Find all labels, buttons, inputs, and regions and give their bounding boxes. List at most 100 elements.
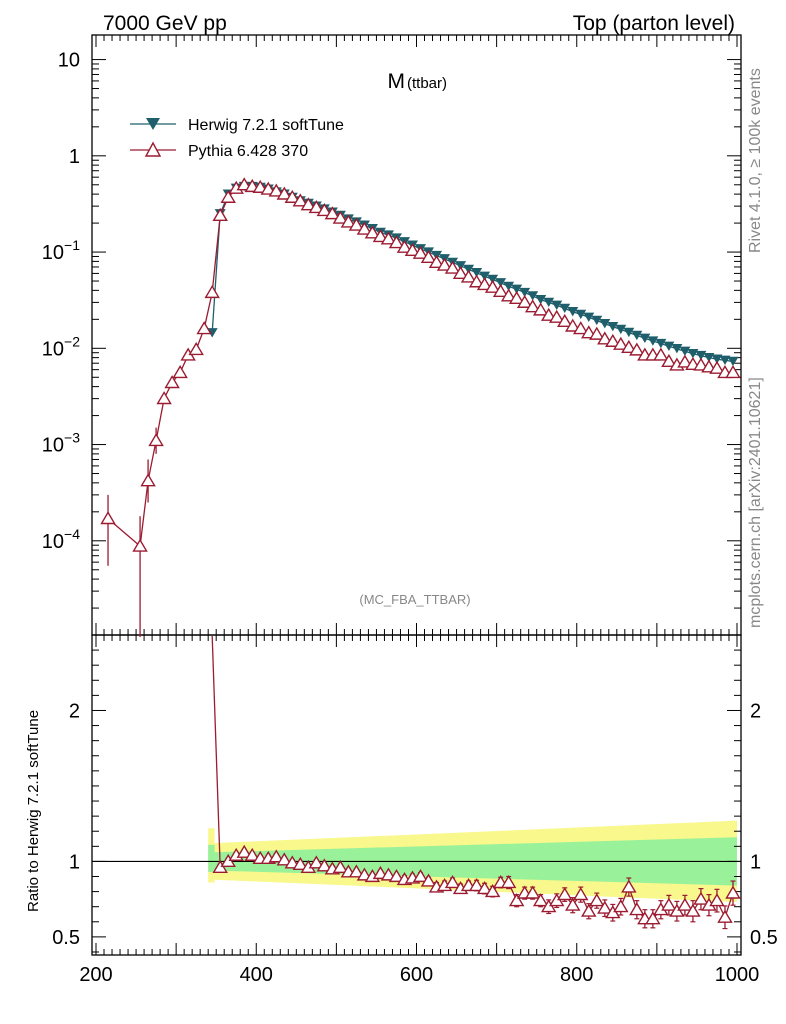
rivet-label: Rivet 4.1.0, ≥ 100k events: [747, 68, 764, 253]
ratio-pythia-point: [645, 911, 661, 925]
pythia-point: [132, 538, 148, 552]
herwig-point: [495, 278, 507, 288]
pythia-point: [404, 242, 421, 256]
pythia-point: [677, 354, 693, 368]
herwig-point: [719, 355, 731, 366]
herwig-point: [623, 327, 635, 338]
pythia-point: [444, 260, 461, 274]
ratio-pythia-point: [268, 849, 285, 863]
ratio-pythia-point: [581, 903, 597, 917]
herwig-point: [455, 261, 467, 271]
herwig-point: [671, 344, 683, 354]
herwig-point: [511, 284, 523, 295]
pythia-point: [420, 249, 437, 263]
ratio-pythia-point: [316, 858, 333, 872]
pythia-point: [661, 353, 677, 368]
ratio-pythia-point: [476, 881, 493, 895]
pythia-point: [613, 336, 629, 350]
pythia-point: [629, 342, 645, 356]
ratio-y-axis-label: Ratio to Herwig 7.2.1 softTune: [25, 710, 42, 912]
main-y-tick-label: 1: [69, 146, 80, 168]
axis-ticks: [92, 35, 741, 955]
pythia-point: [100, 511, 116, 525]
x-tick-label: 800: [560, 964, 593, 986]
herwig-point: [575, 309, 587, 320]
herwig-point: [471, 268, 483, 278]
pythia-point: [725, 364, 741, 379]
ratio-pythia-point: [308, 855, 325, 869]
ratio-pythia-point: [532, 893, 549, 907]
analysis-watermark: (MC_FBA_TTBAR): [359, 592, 470, 607]
herwig-point: [615, 324, 627, 335]
pythia-point: [380, 231, 397, 245]
ratio-pythia-point: [693, 891, 709, 905]
herwig-point: [567, 307, 579, 317]
pythia-point: [156, 391, 172, 405]
herwig-point: [727, 356, 739, 367]
pythia-point: [565, 318, 581, 332]
pythia-point: [332, 210, 349, 224]
pythia-point: [492, 283, 509, 297]
pythia-point: [212, 207, 228, 222]
pythia-point: [340, 214, 357, 228]
legend: Herwig 7.2.1 softTune Pythia 6.428 370: [130, 117, 344, 160]
ratio-pythia-point: [236, 844, 252, 858]
ratio-pythia-point: [348, 864, 365, 878]
mcplots-label: mcplots.cern.ch [arXiv:2401.10621]: [747, 377, 764, 628]
pythia-point: [388, 235, 405, 249]
plot-title-sub: (ttbar): [407, 75, 447, 92]
ratio-pythia-point: [412, 868, 429, 883]
herwig-point: [535, 295, 547, 305]
herwig-point: [599, 319, 611, 329]
pythia-point: [364, 225, 381, 239]
herwig-point: [583, 312, 595, 322]
ratio-pythia-point: [725, 885, 741, 899]
pythia-point: [300, 197, 317, 211]
herwig-point: [527, 291, 539, 301]
ratio-band-start-inner: [208, 844, 215, 872]
data-series: [100, 177, 741, 930]
herwig-point: [543, 297, 555, 308]
pythia-point: [276, 186, 293, 200]
ratio-pythia-point: [597, 900, 613, 914]
herwig-point: [647, 336, 659, 346]
pythia-point: [172, 364, 188, 379]
pythia-point: [597, 331, 613, 345]
main-y-tick-label: 10−1: [42, 237, 80, 264]
ratio-pythia-point: [292, 856, 309, 871]
pythia-point: [356, 221, 373, 235]
pythia-point: [196, 321, 212, 335]
ratio-pythia-point: [565, 897, 581, 911]
plot-title: M: [388, 70, 406, 93]
pythia-point: [573, 321, 589, 335]
ratio-pythia-point: [677, 897, 693, 911]
ratio-pythia-point: [524, 885, 541, 899]
ratio-pythia-point: [717, 909, 733, 923]
x-tick-label: 1000: [715, 964, 760, 986]
pythia-line: [107, 184, 733, 548]
herwig-point: [703, 352, 715, 363]
legend-pythia-marker: [144, 141, 162, 157]
pythia-point: [428, 254, 445, 269]
pythia-point: [412, 245, 429, 259]
ratio-pythia-point: [468, 878, 485, 892]
herwig-point: [663, 341, 675, 351]
header-right: Top (parton level): [573, 12, 735, 35]
ratio-pythia-point: [557, 887, 573, 901]
ratio-pythia-point: [629, 902, 645, 916]
pythia-point: [476, 276, 493, 291]
herwig-point: [591, 315, 603, 326]
x-tick-label: 600: [400, 964, 433, 986]
herwig-point: [519, 287, 531, 298]
pythia-point: [516, 294, 533, 308]
ratio-y-tick-label: 0.5: [52, 927, 80, 949]
ratio-y-tick-label-right: 2: [750, 700, 761, 722]
ratio-uncertainty-bands: [92, 820, 741, 903]
pythia-point: [436, 257, 453, 271]
ratio-pythia-point: [276, 852, 293, 866]
pythia-point: [324, 206, 341, 220]
pythia-point: [164, 375, 180, 389]
legend-herwig-marker: [146, 118, 160, 130]
